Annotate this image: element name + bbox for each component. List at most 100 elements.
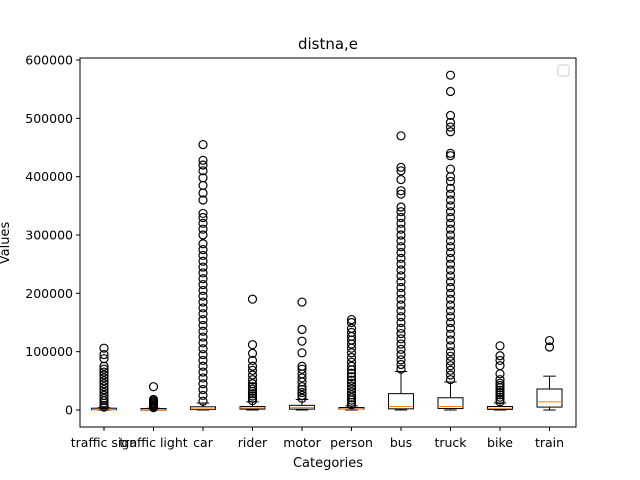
flier-point [198, 160, 208, 170]
flier-point [396, 247, 406, 258]
flier-point [346, 384, 357, 394]
flier-point [445, 176, 456, 186]
flier-point [396, 271, 406, 281]
plot-area [79, 57, 577, 428]
y-axis-title: Values [0, 222, 13, 265]
flier-point [445, 347, 456, 357]
y-tick-label: 0 [65, 403, 73, 418]
box [190, 406, 216, 411]
boxes-layer [91, 70, 563, 413]
flier-point [445, 218, 456, 228]
flier-point [396, 300, 406, 310]
y-axis: 0 100000 200000 300000 400000 500000 600000 [25, 53, 80, 418]
flier-point [445, 306, 456, 316]
flier-point [198, 361, 208, 371]
flier-point [396, 288, 406, 298]
flier-point [198, 139, 208, 150]
flier-point [198, 320, 208, 331]
flier-point [396, 189, 406, 199]
flier-point [445, 282, 456, 293]
flier-point [247, 384, 258, 394]
flier-point [396, 334, 406, 344]
flier-point [396, 259, 406, 269]
flier-point [445, 271, 456, 281]
legend-box [557, 64, 570, 77]
flier-point [198, 303, 208, 313]
flier-point [495, 394, 505, 405]
flier-point [396, 174, 406, 185]
flier-point [247, 355, 258, 366]
flier-point [198, 390, 208, 401]
flier-point [445, 300, 456, 310]
flier-point [495, 351, 505, 361]
flier-point [445, 183, 456, 193]
flier-point [297, 336, 307, 346]
flier-point [198, 332, 208, 342]
flier-point [247, 375, 258, 385]
flier-point [396, 349, 406, 360]
flier-point [396, 202, 406, 212]
x-tick-label: train [535, 435, 564, 450]
flier-point [247, 365, 258, 375]
flier-point [396, 218, 406, 228]
y-tick-label: 500000 [25, 111, 73, 126]
flier-point [247, 391, 258, 401]
flier-point [396, 282, 406, 293]
box-group [190, 139, 216, 411]
flier-point [198, 279, 208, 290]
flier-point [198, 309, 208, 319]
flier-point [495, 361, 505, 371]
flier-point [495, 392, 505, 402]
flier-point [445, 247, 456, 258]
x-tick-label: traffic sign [71, 435, 137, 450]
flier-point [445, 224, 456, 234]
flier-point [198, 349, 208, 360]
box-group [289, 297, 315, 411]
flier-point [198, 244, 208, 255]
flier-point [346, 378, 357, 388]
flier-point [297, 393, 307, 403]
flier-point [445, 317, 456, 328]
flier-point [198, 224, 208, 234]
y-tick-label: 600000 [25, 53, 73, 68]
y-tick-label: 200000 [25, 286, 73, 301]
flier-point [495, 387, 505, 398]
flier-point [396, 186, 406, 196]
flier-point [346, 387, 357, 397]
flier-point [99, 343, 109, 353]
flier-point [445, 110, 456, 121]
flier-point [346, 348, 357, 358]
flier-point [198, 285, 208, 296]
flier-point [346, 400, 357, 410]
flier-point [297, 364, 307, 374]
flier-point [445, 370, 456, 380]
flier-point [396, 207, 406, 217]
flier-point [198, 208, 208, 219]
x-tick-label: motor [283, 435, 321, 450]
flier-point [198, 250, 208, 261]
flier-point [198, 373, 208, 383]
flier-point [247, 382, 258, 392]
flier-point [99, 384, 109, 395]
flier-point [495, 385, 505, 395]
flier-point [247, 393, 258, 403]
flier-point [346, 368, 357, 378]
flier-point [544, 342, 555, 352]
flier-point [346, 357, 357, 367]
flier-point [445, 312, 456, 322]
flier-point [396, 277, 406, 287]
flier-point [544, 335, 555, 346]
flier-point [198, 239, 208, 249]
x-tick-label: bike [487, 435, 513, 450]
box-group [91, 343, 117, 412]
flier-point [495, 397, 505, 407]
box-group [140, 382, 167, 413]
flier-point [198, 344, 208, 354]
flier-point [495, 378, 505, 388]
flier-point [198, 256, 208, 266]
flier-point [198, 274, 208, 284]
flier-point [445, 195, 456, 205]
flier-point [198, 218, 208, 228]
box-group [338, 314, 365, 411]
